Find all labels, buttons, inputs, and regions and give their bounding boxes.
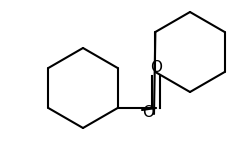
Text: O: O — [150, 59, 162, 74]
Text: O: O — [142, 104, 154, 119]
